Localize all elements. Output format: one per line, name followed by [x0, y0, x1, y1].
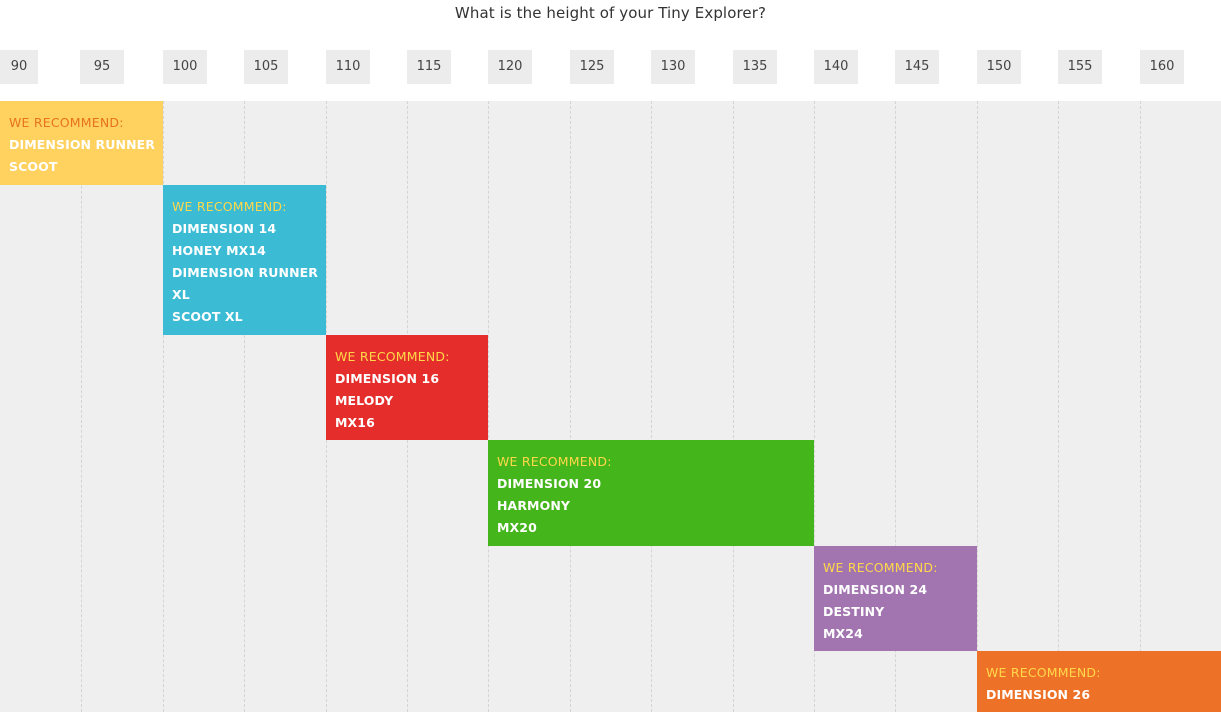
page-title: What is the height of your Tiny Explorer… [454, 4, 767, 22]
recommended-model: DIMENSION 16 [335, 371, 440, 386]
grid-line [81, 101, 82, 712]
height-option-140[interactable]: 140 [814, 50, 858, 84]
recommendation-card-140[interactable]: WE RECOMMEND: DIMENSION 24 DESTINY MX24 [814, 546, 977, 651]
recommended-model: DESTINY [823, 604, 885, 619]
recommended-model: MX16 [335, 415, 375, 430]
recommended-model: SCOOT [9, 159, 58, 174]
grid-line [895, 101, 896, 712]
recommendation-heading: WE RECOMMEND: [172, 199, 287, 214]
recommended-model: DIMENSION 26 [986, 687, 1091, 702]
recommendation-heading: WE RECOMMEND: [9, 115, 124, 130]
grid-line [977, 101, 978, 712]
recommended-model: SCOOT XL [172, 309, 243, 324]
height-option-135[interactable]: 135 [733, 50, 777, 84]
recommendation-heading: WE RECOMMEND: [335, 349, 450, 364]
recommendation-card-100[interactable]: WE RECOMMEND: DIMENSION 14 HONEY MX14 DI… [163, 185, 326, 335]
grid-line [570, 101, 571, 712]
height-option-90[interactable]: 90 [0, 50, 38, 84]
grid-line [1058, 101, 1059, 712]
recommended-model: DIMENSION 14 [172, 221, 277, 236]
height-option-130[interactable]: 130 [651, 50, 695, 84]
grid-line [814, 101, 815, 712]
grid-line [163, 101, 164, 712]
recommendation-card-110[interactable]: WE RECOMMEND: DIMENSION 16 MELODY MX16 [326, 335, 488, 440]
recommended-model: DIMENSION RUNNER [172, 265, 319, 280]
grid-line [244, 101, 245, 712]
grid-line [733, 101, 734, 712]
recommendation-card-120[interactable]: WE RECOMMEND: DIMENSION 20 HARMONY MX20 [488, 440, 814, 546]
recommendation-card-150[interactable]: WE RECOMMEND: DIMENSION 26 [977, 651, 1221, 712]
recommended-model: DIMENSION RUNNER [9, 137, 156, 152]
recommended-model: DIMENSION 24 [823, 582, 928, 597]
recommended-model: MX24 [823, 626, 863, 641]
height-option-160[interactable]: 160 [1140, 50, 1184, 84]
grid-line [1140, 101, 1141, 712]
recommended-model: HONEY MX14 [172, 243, 266, 258]
grid-line [651, 101, 652, 712]
recommended-model: HARMONY [497, 498, 571, 513]
recommendation-grid: WE RECOMMEND: DIMENSION RUNNER SCOOT WE … [0, 101, 1221, 712]
height-option-150[interactable]: 150 [977, 50, 1021, 84]
height-option-125[interactable]: 125 [570, 50, 614, 84]
height-option-145[interactable]: 145 [895, 50, 939, 84]
height-option-120[interactable]: 120 [488, 50, 532, 84]
recommendation-card-90[interactable]: WE RECOMMEND: DIMENSION RUNNER SCOOT [0, 101, 163, 185]
recommended-model: DIMENSION 20 [497, 476, 602, 491]
recommended-model: XL [172, 287, 190, 302]
height-option-100[interactable]: 100 [163, 50, 207, 84]
recommendation-heading: WE RECOMMEND: [823, 560, 938, 575]
height-scale: 90 95 100 105 110 115 120 125 130 135 14… [0, 50, 1221, 84]
height-option-95[interactable]: 95 [80, 50, 124, 84]
height-option-115[interactable]: 115 [407, 50, 451, 84]
recommended-model: MX20 [497, 520, 537, 535]
height-option-110[interactable]: 110 [326, 50, 370, 84]
recommendation-heading: WE RECOMMEND: [497, 454, 612, 469]
grid-line [488, 101, 489, 712]
height-option-105[interactable]: 105 [244, 50, 288, 84]
recommendation-heading: WE RECOMMEND: [986, 665, 1101, 680]
height-option-155[interactable]: 155 [1058, 50, 1102, 84]
recommended-model: MELODY [335, 393, 394, 408]
